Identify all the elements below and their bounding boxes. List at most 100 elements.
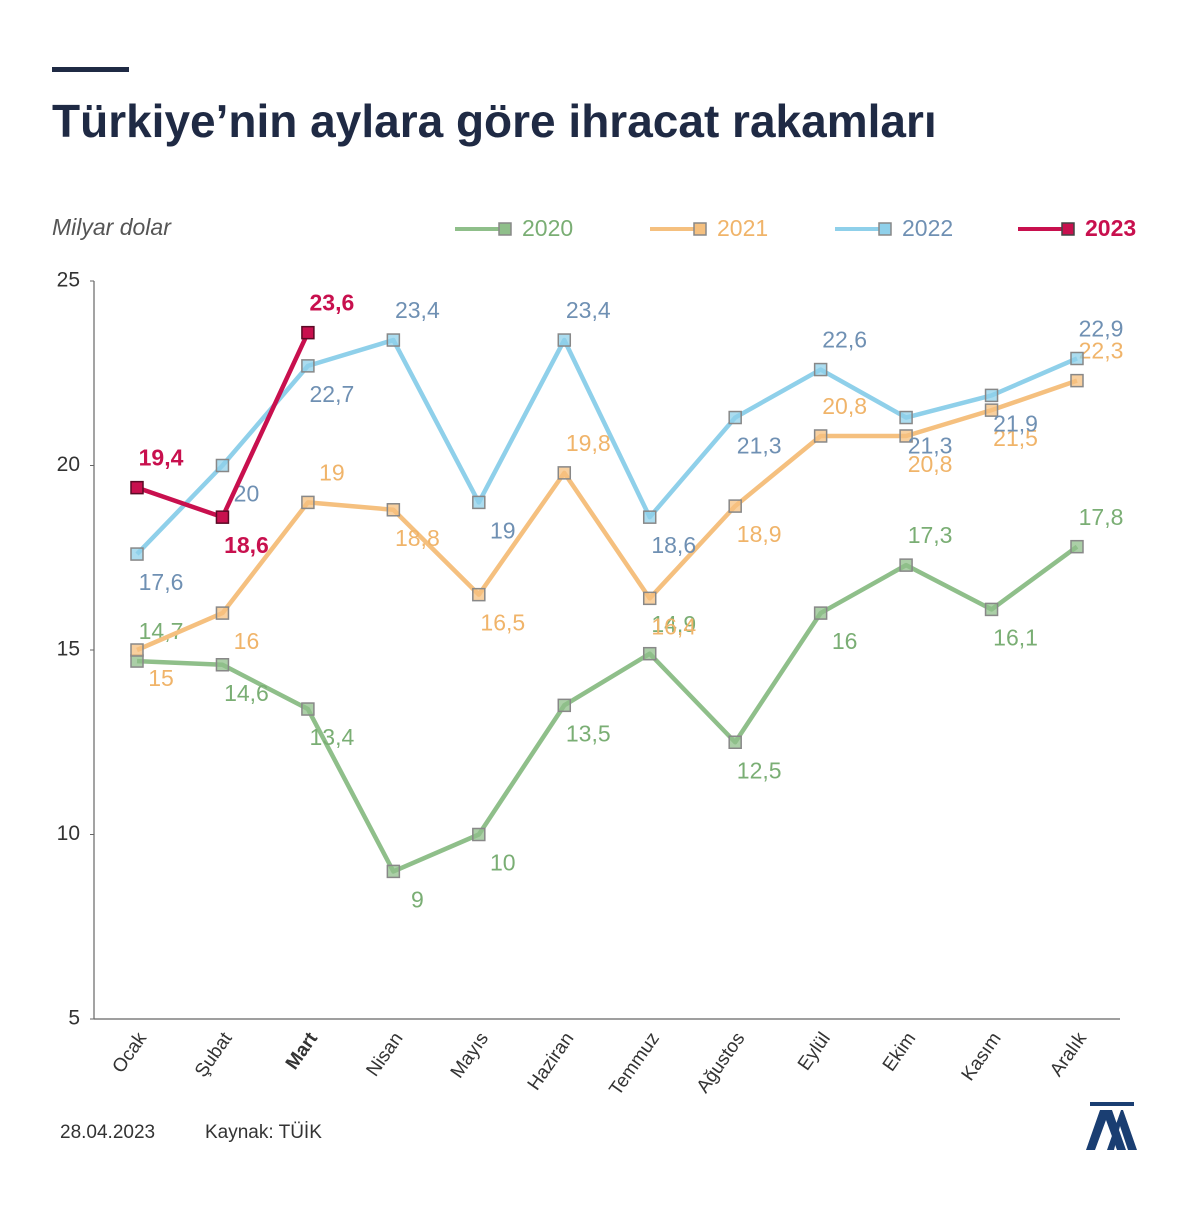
point-marker: [557, 698, 572, 713]
data-label: 18,9: [737, 521, 782, 547]
point-marker: [813, 429, 828, 443]
data-label: 18,8: [395, 525, 440, 551]
data-label: 16,1: [993, 624, 1038, 650]
data-label: 21,3: [737, 433, 782, 459]
point-marker: [984, 602, 999, 617]
data-label: 10: [490, 850, 516, 876]
point-marker: [386, 864, 401, 879]
y-axis-label: Milyar dolar: [52, 214, 172, 240]
point-marker: [984, 388, 999, 403]
x-tick-label: Nisan: [363, 1029, 408, 1081]
legend-marker: [878, 222, 892, 236]
legend-label: 2021: [717, 215, 768, 241]
data-label: 19,4: [139, 445, 184, 471]
point-marker: [557, 333, 572, 347]
data-label: 19,8: [566, 430, 611, 456]
data-label: 21,3: [908, 433, 953, 459]
x-tick-label: Ekim: [879, 1029, 920, 1076]
data-label: 19: [490, 517, 516, 543]
legend-marker: [693, 222, 707, 236]
x-tick-label: Haziran: [524, 1029, 579, 1095]
data-label: 16,5: [480, 610, 525, 636]
data-label: 16,4: [651, 613, 696, 639]
data-label: 22,7: [310, 381, 355, 407]
data-label: 22,6: [822, 327, 867, 353]
series-line: [136, 544, 1079, 874]
data-label: 9: [411, 886, 424, 912]
data-label: 23,4: [395, 297, 440, 323]
legend-label: 2022: [902, 215, 953, 241]
title-bar: [52, 67, 129, 72]
data-label: 18,6: [224, 532, 269, 558]
legend-label: 2023: [1085, 215, 1136, 241]
point-marker: [1070, 539, 1084, 554]
chart-title: Türkiye’nin aylara göre ihracat rakamlar…: [52, 95, 937, 147]
data-label: 21,5: [993, 425, 1038, 451]
point-marker: [472, 495, 486, 510]
data-label: 22,9: [1079, 316, 1124, 342]
data-label: 17,8: [1079, 504, 1124, 530]
point-marker: [899, 558, 913, 572]
x-tick-label: Mart: [282, 1028, 323, 1073]
data-label: 22,3: [1079, 338, 1124, 364]
data-label: 13,4: [310, 724, 355, 750]
data-label: 17,3: [908, 522, 953, 548]
legend-label: 2020: [522, 215, 573, 241]
series-line: [135, 337, 1078, 556]
source: Kaynak: TÜİK: [205, 1122, 322, 1143]
point-marker: [472, 827, 486, 842]
x-tick-label: Kasım: [958, 1029, 1006, 1085]
y-tick-label: 15: [57, 638, 80, 661]
point-marker: [899, 410, 913, 425]
data-label: 14,6: [224, 680, 269, 706]
point-marker: [301, 325, 315, 340]
point-marker: [386, 503, 401, 517]
data-label: 14,9: [651, 611, 696, 637]
point-marker: [1070, 373, 1084, 388]
x-tick-label: Eylül: [794, 1029, 835, 1075]
point-marker: [215, 458, 230, 473]
logo: [1086, 1102, 1137, 1150]
point-marker: [472, 587, 486, 602]
data-label: 16: [234, 628, 260, 654]
x-tick-label: Ocak: [109, 1028, 152, 1077]
point-marker: [813, 606, 828, 620]
point-marker: [130, 547, 144, 561]
point-marker: [130, 654, 144, 668]
point-marker: [301, 702, 315, 716]
data-label: 12,5: [737, 757, 782, 783]
data-label: 20,8: [822, 393, 867, 419]
data-label: 17,6: [139, 569, 184, 595]
legend-marker: [498, 222, 512, 236]
point-marker: [557, 466, 572, 480]
point-marker: [301, 495, 315, 510]
data-label: 18,6: [651, 532, 696, 558]
point-marker: [130, 480, 144, 495]
point-marker: [642, 646, 657, 661]
data-label: 19: [319, 459, 345, 485]
point-marker: [215, 658, 230, 672]
x-tick-label: Mayıs: [447, 1029, 493, 1083]
y-tick-label: 25: [57, 269, 80, 292]
point-marker: [215, 510, 230, 524]
y-tick-label: 20: [57, 453, 80, 476]
series-line: [136, 331, 310, 520]
y-tick-label: 5: [68, 1007, 80, 1030]
point-marker: [642, 510, 657, 524]
date: 28.04.2023: [60, 1122, 155, 1143]
data-label: 23,6: [310, 290, 355, 316]
point-marker: [386, 333, 401, 347]
data-label: 23,4: [566, 297, 611, 323]
point-marker: [1070, 351, 1084, 366]
point-marker: [899, 429, 913, 443]
legend-marker: [1061, 222, 1075, 236]
point-marker: [215, 606, 230, 620]
data-label: 16: [832, 628, 858, 654]
point-marker: [642, 591, 657, 606]
point-marker: [984, 403, 999, 417]
point-marker: [813, 362, 828, 377]
point-marker: [728, 499, 742, 513]
point-marker: [728, 735, 742, 749]
y-tick-label: 10: [57, 822, 80, 845]
